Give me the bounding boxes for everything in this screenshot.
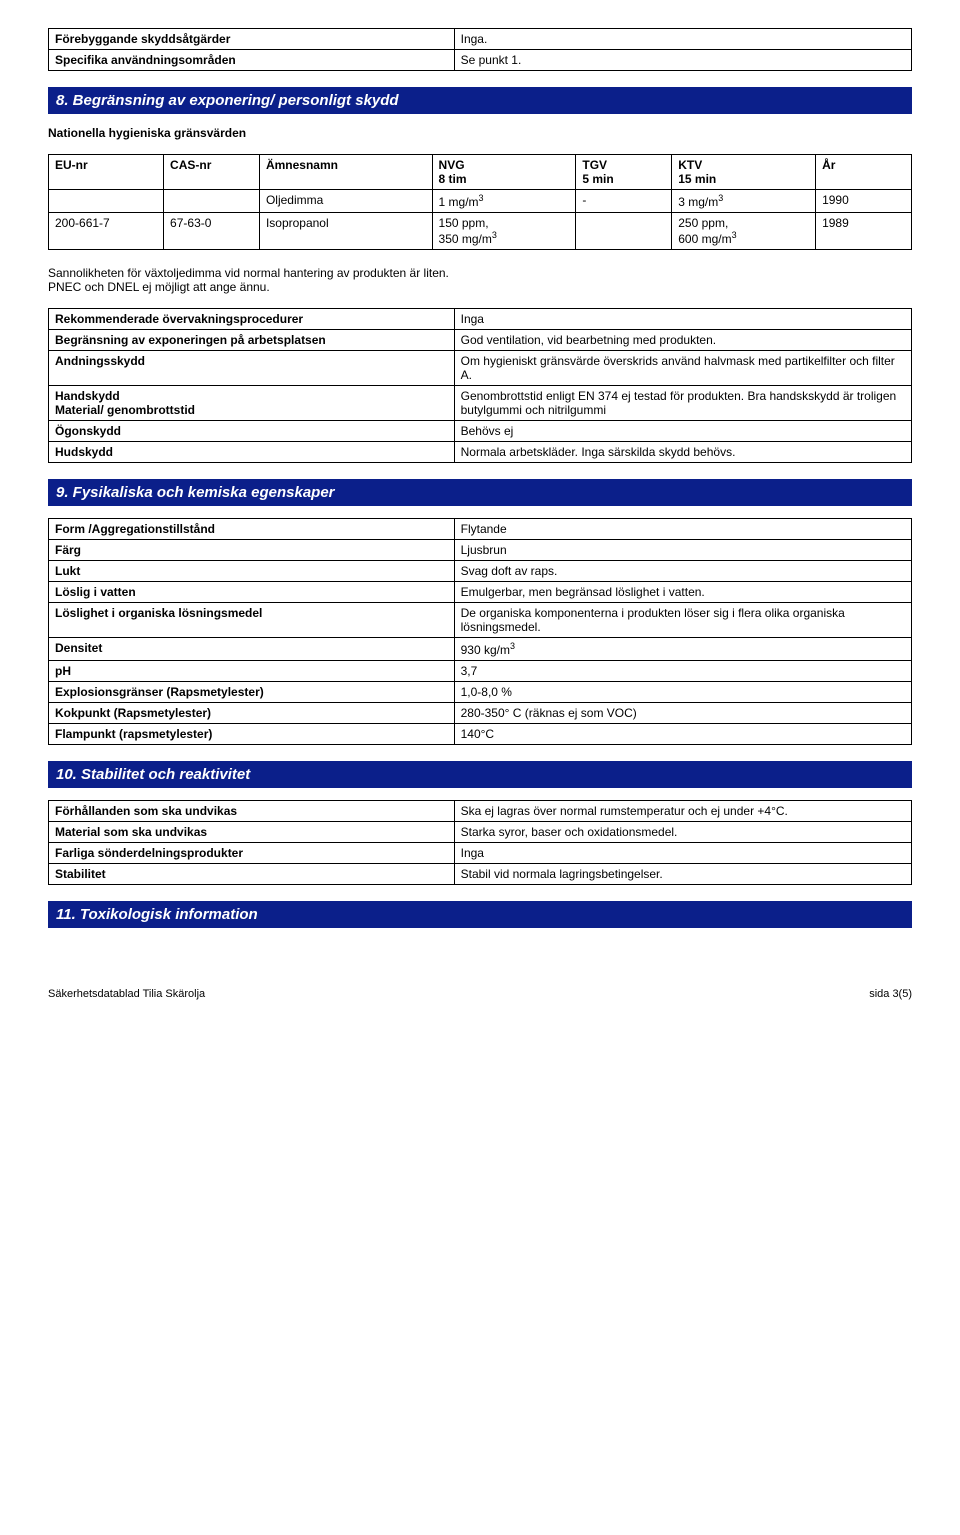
stability-label: Farliga sönderdelningsprodukter	[49, 843, 455, 864]
exposure-cell: 3 mg/m3	[672, 190, 816, 213]
exposure-cell: 250 ppm,600 mg/m3	[672, 213, 816, 250]
exposure-cell: 67-63-0	[164, 213, 260, 250]
physical-property-label: Löslighet i organiska lösningsmedel	[49, 603, 455, 638]
exposure-cell: Isopropanol	[259, 213, 432, 250]
section-10-header: 10. Stabilitet och reaktivitet	[48, 761, 912, 788]
protection-label: Andningsskydd	[49, 351, 455, 386]
exposure-cell: 200-661-7	[49, 213, 164, 250]
physical-property-value: 280-350° C (räknas ej som VOC)	[454, 703, 911, 724]
section-9-header: 9. Fysikaliska och kemiska egenskaper	[48, 479, 912, 506]
physical-property-label: Flampunkt (rapsmetylester)	[49, 724, 455, 745]
exposure-header-cell: NVG8 tim	[432, 155, 576, 190]
note-line-2: PNEC och DNEL ej möjligt att ange ännu.	[48, 280, 270, 294]
exposure-cell: 1989	[816, 213, 912, 250]
physical-property-value: Flytande	[454, 519, 911, 540]
physical-property-label: Färg	[49, 540, 455, 561]
physical-property-label: Densitet	[49, 638, 455, 661]
physical-property-label: Lukt	[49, 561, 455, 582]
stability-value: Ska ej lagras över normal rumstemperatur…	[454, 801, 911, 822]
protection-label: Ögonskydd	[49, 421, 455, 442]
protection-label: HandskyddMaterial/ genombrottstid	[49, 386, 455, 421]
exposure-cell: 1990	[816, 190, 912, 213]
page-footer: Säkerhetsdatablad Tilia Skärolja sida 3(…	[48, 988, 912, 1000]
section-8-note: Sannolikheten för växtoljedimma vid norm…	[48, 266, 912, 294]
physical-property-value: Ljusbrun	[454, 540, 911, 561]
stability-value: Starka syror, baser och oxidationsmedel.	[454, 822, 911, 843]
stability-label: Stabilitet	[49, 864, 455, 885]
protection-value: Om hygieniskt gränsvärde överskrids anvä…	[454, 351, 911, 386]
physical-property-value: 1,0-8,0 %	[454, 682, 911, 703]
exposure-cell: Oljedimma	[259, 190, 432, 213]
stability-label: Material som ska undvikas	[49, 822, 455, 843]
section-8-intro: Nationella hygieniska gränsvärden	[48, 126, 912, 140]
top-table-label: Förebyggande skyddsåtgärder	[49, 29, 455, 50]
top-table-label: Specifika användningsområden	[49, 50, 455, 71]
physical-property-label: Explosionsgränser (Rapsmetylester)	[49, 682, 455, 703]
note-line-1: Sannolikheten för växtoljedimma vid norm…	[48, 266, 449, 280]
exposure-cell	[164, 190, 260, 213]
top-table-value: Inga.	[454, 29, 911, 50]
physical-property-value: 3,7	[454, 661, 911, 682]
protection-value: God ventilation, vid bearbetning med pro…	[454, 330, 911, 351]
top-table-value: Se punkt 1.	[454, 50, 911, 71]
exposure-header-cell: TGV5 min	[576, 155, 672, 190]
physical-property-value: Emulgerbar, men begränsad löslighet i va…	[454, 582, 911, 603]
top-table: Förebyggande skyddsåtgärderInga.Specifik…	[48, 28, 912, 71]
footer-right: sida 3(5)	[869, 988, 912, 1000]
physical-property-value: De organiska komponenterna i produkten l…	[454, 603, 911, 638]
protection-label: Begränsning av exponeringen på arbetspla…	[49, 330, 455, 351]
exposure-cell: 150 ppm,350 mg/m3	[432, 213, 576, 250]
stability-value: Inga	[454, 843, 911, 864]
exposure-header-cell: KTV15 min	[672, 155, 816, 190]
physical-property-label: Löslig i vatten	[49, 582, 455, 603]
exposure-cell	[576, 213, 672, 250]
protection-label: Rekommenderade övervakningsprocedurer	[49, 309, 455, 330]
stability-table: Förhållanden som ska undvikasSka ej lagr…	[48, 800, 912, 885]
protection-label: Hudskydd	[49, 442, 455, 463]
exposure-header-cell: CAS-nr	[164, 155, 260, 190]
exposure-header-cell: EU-nr	[49, 155, 164, 190]
physical-property-value: 140°C	[454, 724, 911, 745]
protection-table: Rekommenderade övervakningsprocedurerIng…	[48, 308, 912, 463]
physical-properties-table: Form /AggregationstillståndFlytandeFärgL…	[48, 518, 912, 745]
protection-value: Behövs ej	[454, 421, 911, 442]
protection-value: Normala arbetskläder. Inga särskilda sky…	[454, 442, 911, 463]
physical-property-label: Kokpunkt (Rapsmetylester)	[49, 703, 455, 724]
physical-property-value: 930 kg/m3	[454, 638, 911, 661]
stability-label: Förhållanden som ska undvikas	[49, 801, 455, 822]
exposure-limits-table: EU-nrCAS-nrÄmnesnamnNVG8 timTGV5 minKTV1…	[48, 154, 912, 250]
section-8-header: 8. Begränsning av exponering/ personligt…	[48, 87, 912, 114]
exposure-cell: 1 mg/m3	[432, 190, 576, 213]
exposure-cell: -	[576, 190, 672, 213]
section-11-header: 11. Toxikologisk information	[48, 901, 912, 928]
physical-property-label: pH	[49, 661, 455, 682]
exposure-header-cell: År	[816, 155, 912, 190]
stability-value: Stabil vid normala lagringsbetingelser.	[454, 864, 911, 885]
protection-value: Genombrottstid enligt EN 374 ej testad f…	[454, 386, 911, 421]
exposure-header-cell: Ämnesnamn	[259, 155, 432, 190]
footer-left: Säkerhetsdatablad Tilia Skärolja	[48, 988, 205, 1000]
protection-value: Inga	[454, 309, 911, 330]
physical-property-label: Form /Aggregationstillstånd	[49, 519, 455, 540]
exposure-cell	[49, 190, 164, 213]
physical-property-value: Svag doft av raps.	[454, 561, 911, 582]
